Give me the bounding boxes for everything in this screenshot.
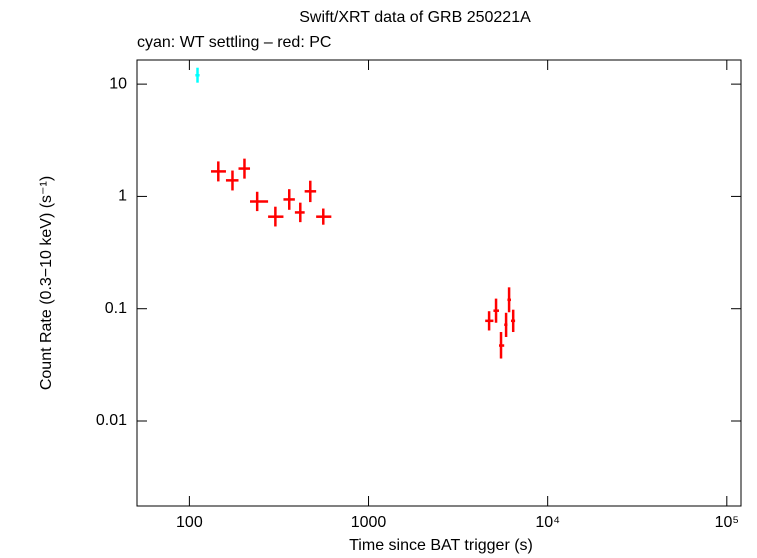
y-tick-label: 0.01: [96, 412, 127, 429]
chart-subtitle: cyan: WT settling – red: PC: [137, 34, 331, 51]
y-tick-label: 0.1: [105, 300, 127, 317]
x-tick-label: 1000: [351, 514, 387, 531]
x-tick-label: 10⁴: [535, 514, 560, 531]
chart-title: Swift/XRT data of GRB 250221A: [299, 9, 531, 26]
x-tick-label: 100: [176, 514, 203, 531]
y-tick-label: 1: [118, 188, 127, 205]
y-axis-label: Count Rate (0.3−10 keV) (s⁻¹): [38, 176, 55, 390]
y-tick-label: 10: [109, 75, 127, 92]
x-tick-label: 10⁵: [715, 514, 739, 531]
x-axis-label: Time since BAT trigger (s): [349, 537, 533, 554]
plot-frame: [136, 59, 742, 507]
